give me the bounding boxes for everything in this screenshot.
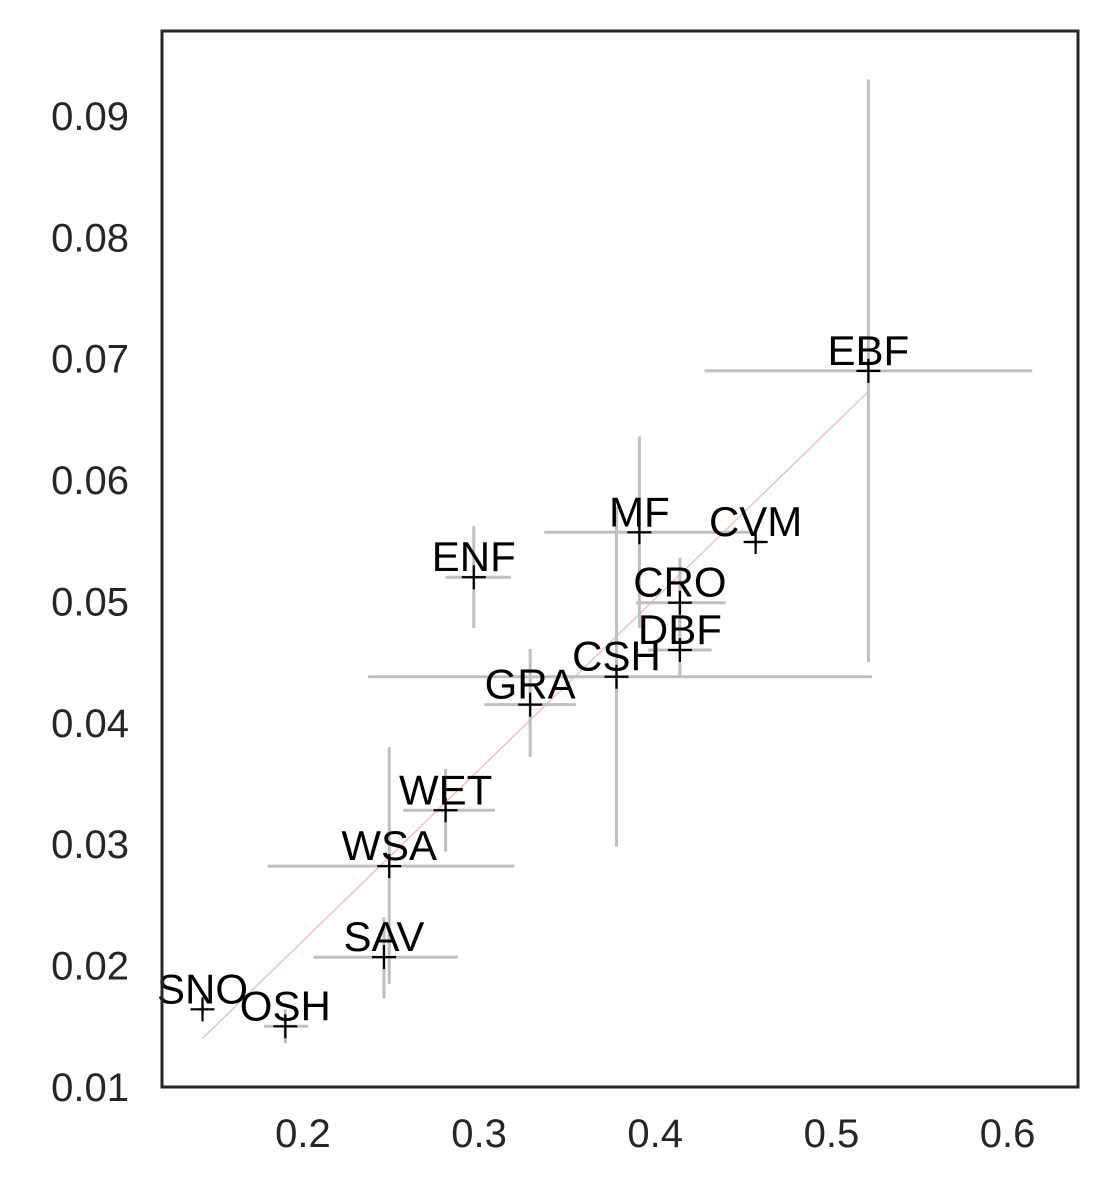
y-tick-label: 0.04 <box>51 702 129 746</box>
point-label-cvm: CVM <box>709 498 802 545</box>
point-label-mf: MF <box>609 488 670 535</box>
marker-enf <box>461 565 486 590</box>
marker-layer <box>190 358 881 1039</box>
point-label-wsa: WSA <box>341 822 437 869</box>
marker-cro <box>667 590 692 615</box>
y-tick-label: 0.09 <box>51 95 129 139</box>
plot-frame <box>160 29 1080 1089</box>
marker-sno <box>190 997 215 1022</box>
y-tick-label: 0.02 <box>51 945 129 989</box>
point-label-csh: CSH <box>572 633 661 680</box>
fit-line-layer <box>201 390 869 1039</box>
x-tick-labels: 0.2 0.3 0.4 0.5 0.6 <box>275 1112 1035 1156</box>
point-label-gra: GRA <box>485 661 576 708</box>
marker-mf <box>627 520 652 545</box>
marker-wsa <box>377 854 402 879</box>
y-tick-label: 0.07 <box>51 338 129 382</box>
marker-gra <box>518 692 543 717</box>
point-label-wet: WET <box>399 766 492 813</box>
marker-csh <box>604 664 629 689</box>
point-label-cro: CRO <box>633 559 726 606</box>
x-tick-label: 0.3 <box>451 1112 507 1156</box>
marker-ebf <box>856 358 881 383</box>
point-label-ebf: EBF <box>828 327 910 374</box>
x-tick-label: 0.5 <box>804 1112 860 1156</box>
marker-cvm <box>743 530 768 555</box>
fit-line <box>201 390 869 1039</box>
y-tick-label: 0.05 <box>51 580 129 624</box>
y-tick-label: 0.03 <box>51 823 129 867</box>
point-label-sno: SNO <box>157 965 248 1012</box>
marker-sav <box>371 945 396 970</box>
point-label-dbf: DBF <box>638 606 722 653</box>
marker-osh <box>273 1014 298 1039</box>
x-tick-label: 0.4 <box>627 1112 683 1156</box>
x-tick-label: 0.6 <box>980 1112 1036 1156</box>
x-tick-label: 0.2 <box>275 1112 331 1156</box>
marker-wet <box>433 798 458 823</box>
marker-dbf <box>667 638 692 663</box>
point-label-osh: OSH <box>240 982 331 1029</box>
point-label-sav: SAV <box>343 913 424 960</box>
y-tick-label: 0.08 <box>51 216 129 260</box>
y-tick-labels: 0.01 0.02 0.03 0.04 0.05 0.06 0.07 0.08 0.09 <box>51 95 129 1110</box>
y-tick-label: 0.06 <box>51 459 129 503</box>
y-tick-label: 0.01 <box>51 1066 129 1110</box>
point-label-enf: ENF <box>432 533 516 580</box>
